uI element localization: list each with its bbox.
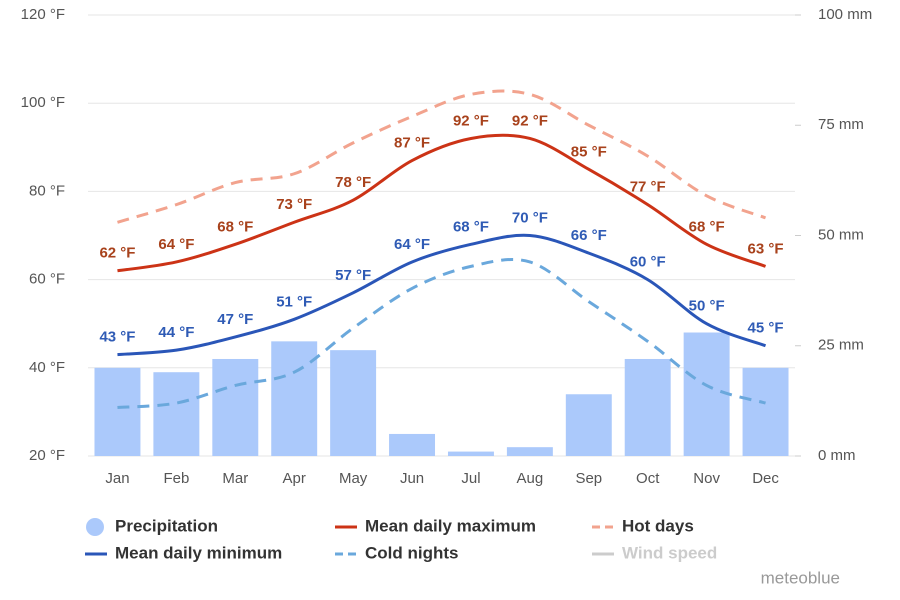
legend-label: Wind speed <box>622 543 717 562</box>
data-label: 87 °F <box>394 134 430 151</box>
x-tick-label: Apr <box>283 470 306 487</box>
y2-tick-label: 25 mm <box>818 337 864 354</box>
data-label: 66 °F <box>571 227 607 244</box>
data-label: 78 °F <box>335 174 371 191</box>
precipitation-bar <box>271 341 318 456</box>
line-series <box>117 133 767 273</box>
precipitation-bar <box>683 332 730 456</box>
legend-label: Cold nights <box>365 543 458 562</box>
legend-symbol <box>86 518 104 536</box>
y2-tick-label: 50 mm <box>818 226 864 243</box>
line-series <box>117 89 767 224</box>
credit: meteoblue <box>761 568 840 587</box>
legend-label: Mean daily minimum <box>115 543 282 562</box>
data-label: 92 °F <box>512 112 548 129</box>
data-label: 64 °F <box>394 236 430 253</box>
y2-tick-label: 75 mm <box>818 116 864 133</box>
x-tick-label: Jul <box>461 470 480 487</box>
x-tick-label: Aug <box>517 470 544 487</box>
data-label: 68 °F <box>453 218 489 235</box>
data-label: 68 °F <box>689 218 725 235</box>
data-label: 47 °F <box>217 311 253 328</box>
precipitation-bar <box>742 367 789 456</box>
data-label: 62 °F <box>99 245 135 262</box>
precipitation-bar <box>153 372 200 456</box>
y2-tick-label: 100 mm <box>818 6 872 23</box>
x-tick-label: Jun <box>400 470 424 487</box>
precipitation-bar <box>506 447 553 456</box>
precipitation-bar <box>212 358 259 456</box>
legend-label: Precipitation <box>115 516 218 535</box>
x-tick-label: Feb <box>163 470 189 487</box>
x-tick-label: Jan <box>105 470 129 487</box>
x-tick-label: May <box>339 470 368 487</box>
line-series <box>117 233 767 357</box>
data-label: 68 °F <box>217 218 253 235</box>
data-label: 50 °F <box>689 298 725 315</box>
x-tick-label: Mar <box>222 470 248 487</box>
legend-label: Hot days <box>622 516 694 535</box>
x-tick-label: Nov <box>693 470 720 487</box>
y-tick-label: 20 °F <box>29 447 65 464</box>
data-label: 43 °F <box>99 329 135 346</box>
data-label: 73 °F <box>276 196 312 213</box>
data-label: 85 °F <box>571 143 607 160</box>
precipitation-bar <box>447 451 494 456</box>
precipitation-bar <box>94 367 141 456</box>
precipitation-bar <box>565 394 612 456</box>
x-tick-label: Dec <box>752 470 779 487</box>
y-tick-label: 80 °F <box>29 182 65 199</box>
data-label: 64 °F <box>158 236 194 253</box>
data-label: 57 °F <box>335 267 371 284</box>
data-label: 63 °F <box>748 240 784 257</box>
precipitation-bar <box>624 358 671 456</box>
y-tick-label: 60 °F <box>29 271 65 288</box>
y2-tick-label: 0 mm <box>818 447 856 464</box>
legend-label: Mean daily maximum <box>365 516 536 535</box>
x-tick-label: Oct <box>636 470 660 487</box>
data-label: 51 °F <box>276 293 312 310</box>
y-tick-label: 100 °F <box>21 94 65 111</box>
data-label: 45 °F <box>748 320 784 337</box>
data-label: 60 °F <box>630 254 666 271</box>
y-tick-label: 120 °F <box>21 6 65 23</box>
line-series <box>117 258 766 409</box>
data-label: 92 °F <box>453 112 489 129</box>
data-label: 44 °F <box>158 324 194 341</box>
y-tick-label: 40 °F <box>29 359 65 376</box>
data-label: 70 °F <box>512 209 548 226</box>
x-tick-label: Sep <box>575 470 602 487</box>
precipitation-bar <box>330 350 377 456</box>
data-label: 77 °F <box>630 179 666 196</box>
precipitation-bar <box>389 433 436 456</box>
